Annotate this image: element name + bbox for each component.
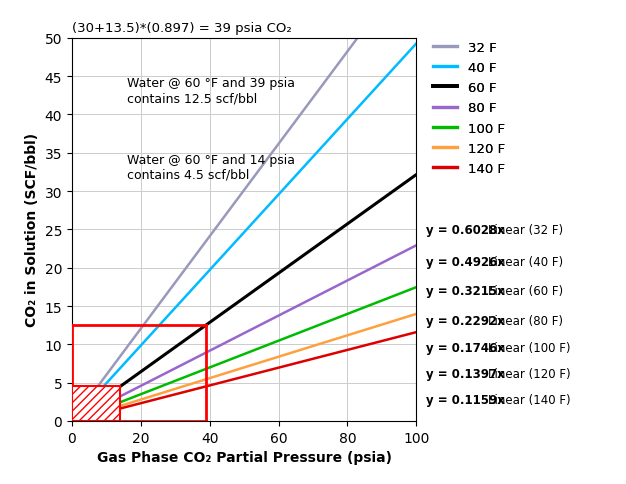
Text: y = 0.3215x: y = 0.3215x (426, 285, 505, 298)
Text: Linear (32 F): Linear (32 F) (488, 224, 563, 236)
Y-axis label: CO₂ in Solution (SCF/bbl): CO₂ in Solution (SCF/bbl) (25, 133, 39, 327)
Text: Linear (60 F): Linear (60 F) (488, 285, 563, 298)
Text: y = 0.1746x: y = 0.1746x (426, 341, 505, 354)
Bar (72, 387, 120, 421)
Text: y = 0.4926x: y = 0.4926x (426, 256, 505, 269)
Text: (30+13.5)*(0.897) = 39 psia CO₂: (30+13.5)*(0.897) = 39 psia CO₂ (72, 22, 292, 35)
Text: y = 0.1397x: y = 0.1397x (426, 367, 505, 380)
Text: Linear (40 F): Linear (40 F) (488, 256, 563, 269)
Text: y = 0.1159x: y = 0.1159x (426, 393, 505, 406)
Text: y = 0.2292x: y = 0.2292x (426, 314, 505, 327)
X-axis label: Gas Phase CO₂ Partial Pressure (psia): Gas Phase CO₂ Partial Pressure (psia) (96, 450, 392, 464)
Legend: 32 F, 40 F, 60 F, 80 F, 100 F, 120 F, 140 F: 32 F, 40 F, 60 F, 80 F, 100 F, 120 F, 14… (433, 42, 505, 176)
Text: Linear (100 F): Linear (100 F) (488, 341, 571, 354)
Text: Water @ 60 °F and 39 psia
contains 12.5 scf/bbl: Water @ 60 °F and 39 psia contains 12.5 … (127, 77, 295, 105)
Text: Water @ 60 °F and 14 psia
contains 4.5 scf/bbl: Water @ 60 °F and 14 psia contains 4.5 s… (127, 153, 295, 182)
Text: y = 0.6028x: y = 0.6028x (426, 224, 505, 236)
Text: Linear (80 F): Linear (80 F) (488, 314, 563, 327)
Text: Linear (120 F): Linear (120 F) (488, 367, 571, 380)
Text: Linear (140 F): Linear (140 F) (488, 393, 571, 406)
